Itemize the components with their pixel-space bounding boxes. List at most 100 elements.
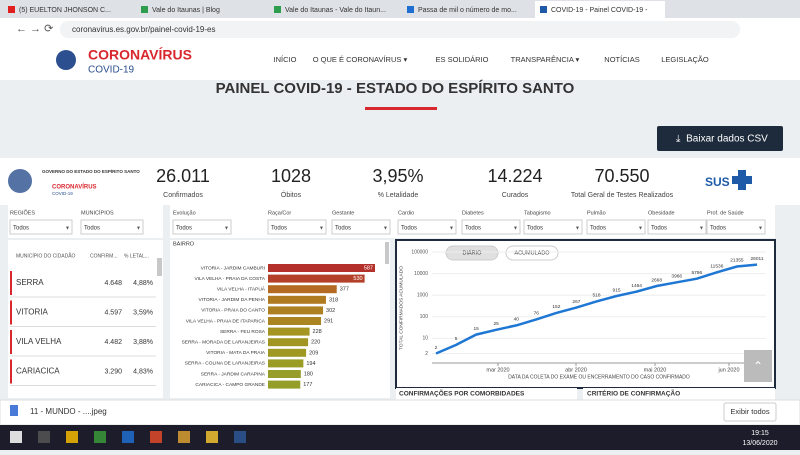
bar[interactable] bbox=[268, 295, 326, 304]
filter-value[interactable]: Todos bbox=[271, 226, 287, 232]
bottom-panel bbox=[396, 388, 577, 400]
filter-value[interactable]: Todos bbox=[13, 226, 29, 232]
gov-logo-sub: COVID-19 bbox=[52, 191, 73, 196]
tab-title[interactable]: Vale do Itaunas | Blog bbox=[152, 7, 220, 14]
bar[interactable] bbox=[268, 327, 310, 336]
download-csv-label[interactable]: Baixar dados CSV bbox=[686, 134, 768, 145]
stat-label: Total Geral de Testes Realizados bbox=[571, 192, 674, 199]
table-panel bbox=[8, 240, 163, 398]
taskbar-icon[interactable] bbox=[10, 431, 22, 443]
filter-value[interactable]: Todos bbox=[651, 226, 667, 232]
menu-item[interactable]: O QUE É CORONAVÍRUS ▾ bbox=[313, 55, 408, 64]
x-axis-label: DATA DA COLETA DO EXAME OU ENCERRAMENTO … bbox=[508, 374, 690, 380]
tab-title[interactable]: COVID-19 - Painel COVID-19 - bbox=[551, 7, 648, 14]
taskbar-icon[interactable] bbox=[178, 431, 190, 443]
bar[interactable] bbox=[268, 306, 324, 315]
bairro-title: BAIRRO bbox=[173, 241, 195, 247]
filter-select[interactable] bbox=[397, 219, 457, 235]
taskbar-icon[interactable] bbox=[94, 431, 106, 443]
show-all-button[interactable] bbox=[723, 402, 777, 422]
tab-title[interactable]: (5) EUELTON JHONSON C... bbox=[19, 7, 111, 14]
filter-value[interactable]: Todos bbox=[176, 226, 192, 232]
bar[interactable] bbox=[268, 285, 337, 294]
active-tab[interactable] bbox=[535, 1, 665, 18]
menu-item[interactable]: TRANSPARÊNCIA ▾ bbox=[511, 55, 580, 64]
bar[interactable] bbox=[268, 264, 375, 272]
filter-value[interactable]: Todos bbox=[465, 226, 481, 232]
filter-select[interactable] bbox=[586, 219, 646, 235]
toggle-label[interactable]: DIÁRIO bbox=[463, 249, 483, 256]
table-row-marker bbox=[10, 330, 12, 354]
table-row-marker bbox=[10, 300, 12, 325]
x-tick-label: mai 2020 bbox=[644, 367, 667, 373]
filter-select[interactable] bbox=[647, 219, 707, 235]
taskbar-icon[interactable] bbox=[234, 431, 246, 443]
filter-select[interactable] bbox=[172, 219, 232, 235]
download-file[interactable]: 11 - MUNDO - ....jpeg bbox=[30, 407, 107, 416]
bar-category: VILA VELHA - ITAPUÃ bbox=[217, 285, 266, 292]
bar[interactable] bbox=[268, 359, 304, 368]
menu-item[interactable]: LEGISLAÇÃO bbox=[661, 55, 709, 64]
url[interactable]: coronavirus.es.gov.br/painel-covid-19-es bbox=[72, 25, 215, 34]
filter-caret: ▼ bbox=[65, 225, 70, 231]
filter-select[interactable] bbox=[461, 219, 521, 235]
filter-value[interactable]: Todos bbox=[590, 226, 606, 232]
taskbar-icon[interactable] bbox=[150, 431, 162, 443]
taskbar-icon[interactable] bbox=[38, 431, 50, 443]
toggle-button[interactable] bbox=[505, 245, 559, 261]
taskbar-icon[interactable] bbox=[122, 431, 134, 443]
site-header bbox=[0, 40, 800, 80]
filter-select[interactable] bbox=[9, 219, 73, 235]
file-icon bbox=[10, 405, 18, 416]
tab-title[interactable]: Vale do Itaunas - Vale do Itaun... bbox=[285, 7, 386, 14]
url-box[interactable] bbox=[60, 21, 740, 38]
scrollbar[interactable] bbox=[385, 242, 389, 264]
filter-select[interactable] bbox=[331, 219, 391, 235]
taskbar-icon[interactable] bbox=[206, 431, 218, 443]
filter-select[interactable] bbox=[523, 219, 583, 235]
point-label: 26011 bbox=[751, 256, 764, 262]
bar-category: VILA VELHA - PRAIA DE ITAPARICA bbox=[186, 318, 266, 324]
show-all-label[interactable]: Exibir todos bbox=[730, 407, 769, 416]
table-cell: 3,59% bbox=[133, 309, 153, 316]
filter-value[interactable]: Todos bbox=[527, 226, 543, 232]
filter-value[interactable]: Todos bbox=[710, 226, 726, 232]
menu-item[interactable]: NOTÍCIAS bbox=[604, 55, 639, 64]
bar[interactable] bbox=[268, 317, 322, 325]
y-tick-label: 1000 bbox=[417, 293, 428, 299]
filter-select[interactable] bbox=[706, 219, 766, 235]
table-cell: 4,83% bbox=[133, 368, 153, 375]
bar[interactable] bbox=[268, 338, 309, 347]
download-csv-button[interactable] bbox=[657, 126, 783, 151]
nav-arrows[interactable]: ← → ⟳ bbox=[16, 23, 53, 35]
table-cell[interactable]: VITORIA bbox=[16, 308, 49, 317]
point-label: 25 bbox=[494, 321, 500, 327]
table-row-marker bbox=[10, 359, 12, 384]
filter-label: Cardio bbox=[398, 210, 414, 216]
point-label: 915 bbox=[613, 287, 621, 293]
table-cell: 3.290 bbox=[104, 368, 122, 375]
table-cell[interactable]: SERRA bbox=[16, 278, 44, 287]
scroll-top-button[interactable] bbox=[744, 350, 772, 382]
bar[interactable] bbox=[268, 274, 365, 283]
menu-item[interactable]: ES SOLIDÁRIO bbox=[436, 55, 489, 64]
bar[interactable] bbox=[268, 348, 307, 357]
table-cell[interactable]: CARIACICA bbox=[16, 367, 60, 376]
toggle-label[interactable]: ACUMULADO bbox=[514, 250, 550, 256]
bottom-panel-title: CONFIRMAÇÕES POR COMORBIDADES bbox=[399, 389, 525, 398]
logo-title: CORONAVÍRUS bbox=[88, 47, 192, 63]
menu-item[interactable]: INÍCIO bbox=[274, 55, 297, 64]
filter-value[interactable]: Todos bbox=[335, 226, 351, 232]
tab-title[interactable]: Passa de mil o número de mo... bbox=[418, 7, 517, 14]
filter-value[interactable]: Todos bbox=[401, 226, 417, 232]
bar[interactable] bbox=[268, 370, 301, 378]
filter-select[interactable] bbox=[80, 219, 144, 235]
point-label: 2 bbox=[435, 345, 438, 351]
filter-value[interactable]: Todos bbox=[84, 226, 100, 232]
taskbar-icon[interactable] bbox=[66, 431, 78, 443]
filter-select[interactable] bbox=[267, 219, 327, 235]
table-cell[interactable]: VILA VELHA bbox=[16, 337, 62, 346]
bar[interactable] bbox=[268, 380, 301, 389]
toggle-button[interactable] bbox=[445, 245, 499, 261]
scrollbar[interactable] bbox=[157, 258, 162, 276]
